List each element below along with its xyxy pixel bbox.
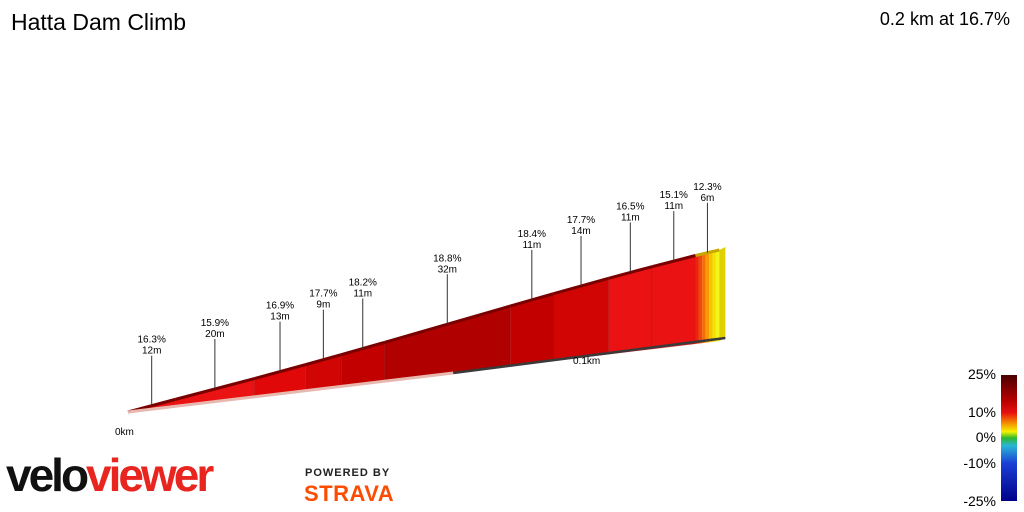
- legend-color-bar: [1001, 375, 1017, 501]
- profile-segment-10-band-6: [715, 250, 720, 342]
- segment-grade-label-2: 16.9%: [266, 301, 294, 312]
- legend-tick-10: 10%: [968, 404, 996, 420]
- segment-length-label-3: 9m: [316, 300, 330, 311]
- profile-segment-10-band-2: [702, 253, 706, 344]
- x-tick-0-1km: 0.1km: [573, 356, 600, 367]
- legend-tick-minus10: -10%: [963, 455, 996, 471]
- segment-length-label-2: 13m: [270, 312, 289, 323]
- segment-length-label-1: 20m: [205, 329, 224, 340]
- segment-grade-label-6: 18.4%: [518, 229, 546, 240]
- profile-segment-10-band-0: [695, 254, 699, 344]
- segment-grade-label-10: 12.3%: [693, 182, 721, 193]
- segment-grade-label-7: 17.7%: [567, 215, 595, 226]
- segment-grade-label-8: 16.5%: [616, 201, 644, 212]
- segment-grade-label-4: 18.2%: [349, 278, 377, 289]
- profile-top-edge-4: [340, 340, 385, 357]
- segment-labels: 16.3%12m15.9%20m16.9%13m17.7%9m18.2%11m1…: [138, 182, 722, 406]
- segment-grade-label-0: 16.3%: [138, 335, 166, 346]
- profile-segment-10-band-4: [709, 251, 713, 343]
- segment-length-label-10: 6m: [700, 193, 714, 204]
- profile-faces: [127, 247, 726, 414]
- strava-logo: STRAVA: [304, 481, 395, 506]
- profile-top-edge-2: [253, 363, 307, 381]
- profile-end-cap: [719, 247, 726, 342]
- segment-grade-label-5: 18.8%: [433, 253, 461, 264]
- legend-tick-25: 25%: [968, 366, 996, 382]
- segment-length-label-7: 14m: [571, 226, 590, 237]
- segment-grade-label-3: 17.7%: [309, 289, 337, 300]
- segment-grade-label-1: 15.9%: [201, 318, 229, 329]
- legend-tick-0: 0%: [976, 429, 996, 445]
- segment-length-label-8: 11m: [621, 212, 640, 223]
- segment-length-label-6: 11m: [522, 240, 541, 251]
- segment-length-label-5: 32m: [438, 264, 457, 275]
- page-title: Hatta Dam Climb: [11, 9, 187, 35]
- baseline-back: [453, 336, 726, 375]
- powered-by-label: POWERED BY: [305, 467, 391, 479]
- segment-length-label-9: 11m: [664, 201, 683, 212]
- segment-grade-label-9: 15.1%: [660, 190, 688, 201]
- profile-segment-10-band-5: [712, 250, 716, 342]
- veloviewer-logo: veloviewer: [6, 449, 214, 501]
- climb-summary: 0.2 km at 16.7%: [879, 9, 1010, 29]
- legend-tick-minus25: -25%: [963, 493, 996, 509]
- profile-segment-10-band-3: [705, 252, 710, 343]
- profile-segment-10-band-1: [698, 253, 703, 344]
- segment-length-label-0: 12m: [142, 346, 161, 357]
- profile-top-edge-5: [383, 304, 511, 344]
- x-tick-0km: 0km: [115, 427, 134, 438]
- segment-length-label-4: 11m: [353, 289, 372, 300]
- baseline-front: [127, 371, 454, 414]
